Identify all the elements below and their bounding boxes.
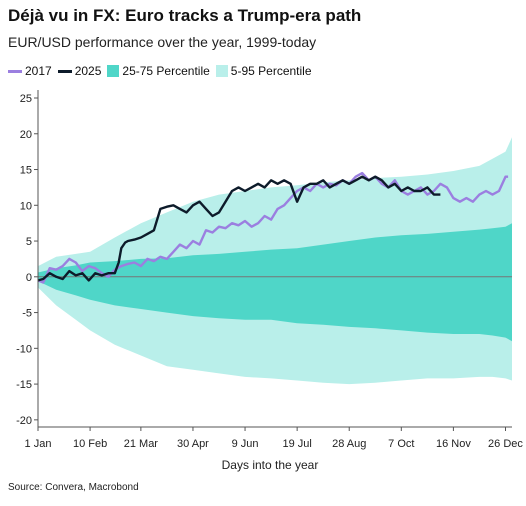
legend-label-p5-95: 5-95 Percentile [230,64,312,78]
series-line-2025 [37,175,441,282]
y-tick-label: -5 [22,308,32,320]
y-tick-label: 25 [20,93,32,105]
legend-item-2017: 2017 [8,64,52,78]
y-tick-label: -15 [16,379,32,391]
x-tick-label: 19 Jul [282,438,311,450]
legend-label-2025: 2025 [74,64,102,78]
legend-label-iqr: 25-75 Percentile [122,64,210,78]
y-tick-label: 0 [26,272,32,284]
axes: 25 20 15 10 5 0 -5 -10 -15 -20 1 Jan 10 Feb 21 Mar 30… [16,90,523,450]
legend-item-iqr: 25-75 Percentile [107,64,210,78]
chart-title: Déjà vu in FX: Euro tracks a Trump-era p… [8,6,362,25]
y-tick-label: 5 [26,236,32,248]
series-lines [37,171,509,284]
legend-label-2017: 2017 [25,64,52,78]
legend-swatch-2017 [8,69,22,73]
percentile-bands [38,137,512,385]
x-tick-label: 9 Jun [232,438,259,450]
legend-item-p5-95: 5-95 Percentile [215,64,312,78]
y-tick-label: -20 [16,415,32,427]
y-tick-label: 10 [20,200,32,212]
x-tick-label: 28 Aug [332,438,366,450]
chart-legend: 2017 2025 25-75 Percentile 5-95 Percenti… [8,64,318,78]
x-tick-label: 10 Feb [73,438,107,450]
x-tick-label: 1 Jan [25,438,52,450]
source-note: Source: Convera, Macrobond [8,482,139,493]
chart-subtitle: EUR/USD performance over the year, 1999-… [8,34,317,50]
band-p25-75 [38,223,512,342]
legend-swatch-iqr [107,65,120,77]
legend-swatch-2025 [57,69,72,73]
x-tick-label: 7 Oct [388,438,414,450]
x-tick-label: 30 Apr [177,438,209,450]
x-tick-label: 16 Nov [436,438,471,450]
legend-item-2025: 2025 [57,64,102,78]
x-axis-label: Days into the year [222,458,319,472]
legend-swatch-p5-95 [215,65,228,77]
y-tick-label: 15 [20,165,32,177]
y-tick-label: 20 [20,129,32,141]
x-tick-label: 21 Mar [124,438,159,450]
x-tick-label: 26 Dec [488,438,523,450]
y-tick-label: -10 [16,343,32,355]
